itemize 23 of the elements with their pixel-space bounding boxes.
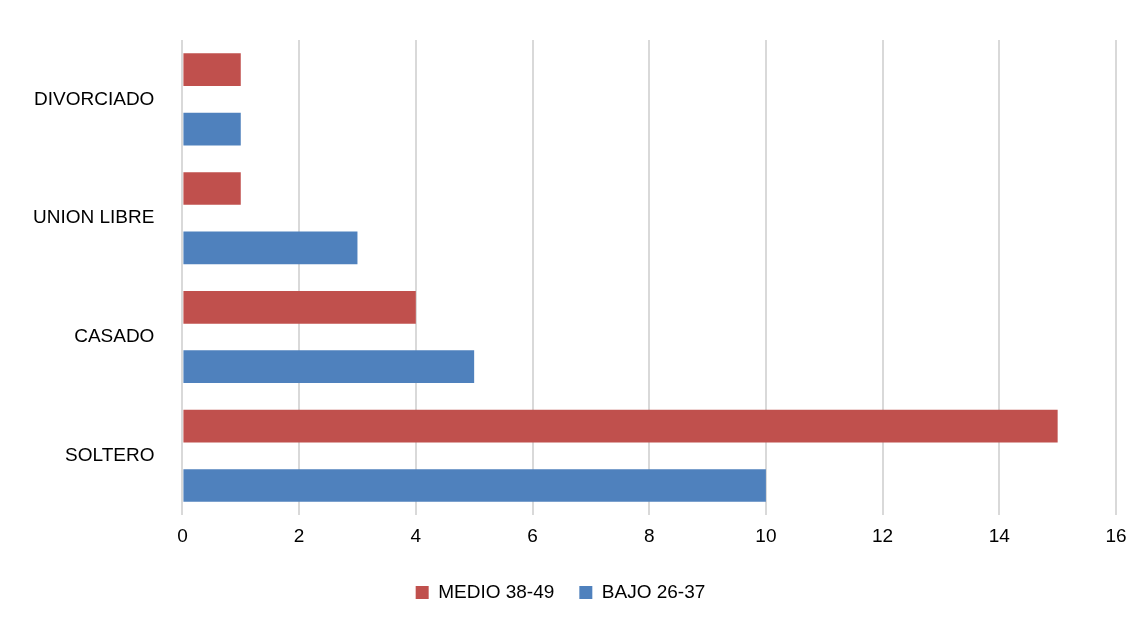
y-tick-label: CASADO <box>74 325 155 347</box>
legend-label: BAJO 26-37 <box>601 580 706 602</box>
y-tick-label: DIVORCIADO <box>34 87 155 109</box>
y-tick-label: SOLTERO <box>65 444 155 466</box>
bar <box>183 231 358 265</box>
x-tick-label: 16 <box>1105 524 1127 546</box>
bar <box>183 469 766 502</box>
bar <box>183 409 1058 443</box>
x-tick-label: 2 <box>293 524 305 546</box>
x-tick-label: 8 <box>643 524 655 546</box>
x-tick-label: 12 <box>872 524 894 546</box>
bar <box>183 172 241 205</box>
x-tick-label: 14 <box>988 524 1011 546</box>
bar <box>183 350 475 384</box>
x-tick-label: 10 <box>755 524 777 546</box>
bar <box>183 290 416 324</box>
x-tick-label: 0 <box>177 524 188 546</box>
x-tick-label: 6 <box>527 524 538 546</box>
bar <box>183 53 241 87</box>
y-tick-label: UNION LIBRE <box>32 206 155 228</box>
bar <box>183 112 241 146</box>
x-tick-label: 4 <box>410 524 422 546</box>
legend-label: MEDIO 38-49 <box>438 580 555 602</box>
